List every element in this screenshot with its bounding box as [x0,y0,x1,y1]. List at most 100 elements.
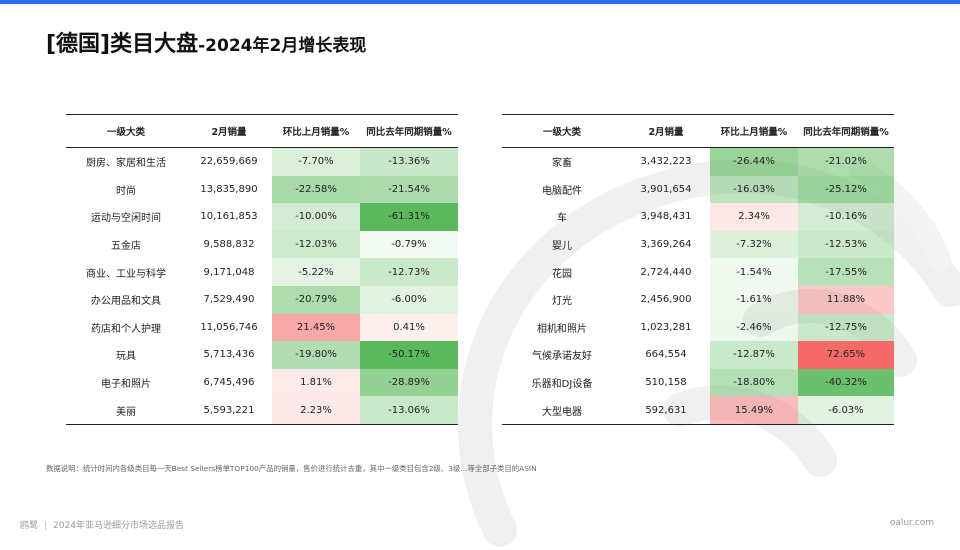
sales-cell: 7,529,490 [203,294,255,306]
yoy-cell: -6.00% [360,285,458,314]
header-sales: 2月销量 [622,114,710,148]
yoy-cell: -50.17% [360,341,458,369]
yoy-cell: -0.79% [360,230,458,259]
yoy-cell: -61.31% [360,203,458,231]
sales-cell: 13,835,890 [200,183,258,195]
table-row: 美丽 5,593,221 2.23% -13.06% [66,396,458,425]
sales-cell: 2,724,440 [640,266,692,278]
yoy-cell: -12.75% [798,313,894,342]
table-row: 办公用品和文具 7,529,490 -20.79% -6.00% [66,285,458,314]
category-cell: 办公用品和文具 [91,296,161,308]
mom-cell: -22.58% [272,175,360,204]
yoy-cell: -28.89% [360,368,458,397]
mom-cell: 2.23% [272,396,360,425]
page-title: [德国]类目大盘-2024年2月增长表现 [46,26,366,58]
footer-left: 鸥鹭 | 2024年亚马逊细分市场选品报告 [20,518,184,531]
yoy-cell: -13.36% [360,147,458,176]
category-cell: 相机和照片 [537,323,587,335]
table-row: 运动与空闲时间 10,161,853 -10.00% -61.31% [66,203,458,231]
category-cell: 婴儿 [552,241,572,253]
yoy-cell: -6.03% [798,396,894,425]
category-cell: 电子和照片 [101,379,151,391]
table-row: 电脑配件 3,901,654 -16.03% -25.12% [502,175,894,204]
table-row: 相机和照片 1,023,281 -2.46% -12.75% [502,313,894,342]
table-left: 一级大类 2月销量 环比上月销量% 同比去年同期销量% 厨房、家居和生活 22,6… [66,114,458,425]
table-row: 药店和个人护理 11,056,746 21.45% 0.41% [66,313,458,342]
yoy-cell: 0.41% [360,313,458,342]
title-sub: -2024年2月增长表现 [198,36,367,56]
category-cell: 大型电器 [502,396,622,425]
mom-cell: -18.80% [710,368,798,397]
category-cell: 商业、工业与科学 [86,268,166,280]
table-row: 乐器和DJ设备 510,158 -18.80% -40.32% [502,368,894,397]
table-row: 商业、工业与科学 9,171,048 -5.22% -12.73% [66,258,458,286]
mom-cell: -5.22% [272,258,360,286]
table-row: 家畜 3,432,223 -26.44% -21.02% [502,147,894,176]
yoy-cell: -17.55% [798,258,894,286]
sales-cell: 9,588,832 [203,239,255,251]
table-body: 厨房、家居和生活 22,659,669 -7.70% -13.36% 时尚 13,835,… [66,147,458,425]
mom-cell: -12.03% [272,230,360,259]
sales-cell: 664,554 [645,349,687,361]
mom-cell: -12.87% [710,341,798,369]
category-cell: 乐器和DJ设备 [531,379,593,391]
table-header-row: 一级大类 2月销量 环比上月销量% 同比去年同期销量% [502,114,894,148]
mom-cell: -26.44% [710,147,798,176]
sales-cell: 3,369,264 [640,239,692,251]
sales-cell: 2,456,900 [640,294,692,306]
table-row: 大型电器 592,631 15.49% -6.03% [502,396,894,425]
footer-report-name: 2024年亚马逊细分市场选品报告 [53,521,184,531]
table-row: 厨房、家居和生活 22,659,669 -7.70% -13.36% [66,147,458,176]
sales-cell: 592,631 [622,396,710,425]
table-header-row: 一级大类 2月销量 环比上月销量% 同比去年同期销量% [66,114,458,148]
footer-brand: 鸥鹭 [20,521,39,531]
title-main: [德国]类目大盘 [46,32,199,57]
header-sales: 2月销量 [186,114,272,148]
data-note: 数据说明：统计时间内各级类目每一天Best Sellers榜单TOP100产品的… [46,464,537,473]
header-yoy: 同比去年同期销量% [360,114,458,148]
header-category: 一级大类 [66,114,186,148]
sales-cell: 510,158 [645,377,687,389]
sales-cell: 3,432,223 [640,156,692,168]
table-body: 家畜 3,432,223 -26.44% -21.02% 电脑配件 3,901,654 -1… [502,147,894,425]
sales-cell: 22,659,669 [200,156,258,168]
yoy-cell: -21.02% [798,147,894,176]
mom-cell: -7.70% [272,147,360,176]
mom-cell: -20.79% [272,285,360,314]
table-row: 婴儿 3,369,264 -7.32% -12.53% [502,230,894,259]
yoy-cell: -10.16% [798,203,894,231]
table-row: 花园 2,724,440 -1.54% -17.55% [502,258,894,286]
category-cell: 电脑配件 [542,185,582,197]
footer-divider: | [44,521,48,531]
category-cell: 玩具 [116,351,136,363]
category-cell: 药店和个人护理 [91,323,161,335]
yoy-cell: -12.73% [360,258,458,286]
sales-cell: 3,901,654 [640,183,692,195]
mom-cell: -1.54% [710,258,798,286]
yoy-cell: -25.12% [798,175,894,204]
header-category: 一级大类 [502,114,622,148]
sales-cell: 6,745,496 [203,377,255,389]
mom-cell: -1.61% [710,285,798,314]
sales-cell: 5,593,221 [186,396,272,425]
yoy-cell: 72.65% [798,341,894,369]
yoy-cell: -13.06% [360,396,458,425]
mom-cell: 2.34% [710,203,798,231]
sales-cell: 11,056,746 [200,321,258,333]
mom-cell: 21.45% [272,313,360,342]
mom-cell: 15.49% [710,396,798,425]
mom-cell: -19.80% [272,341,360,369]
table-row: 时尚 13,835,890 -22.58% -21.54% [66,175,458,204]
category-cell: 灯光 [552,296,572,308]
category-cell: 时尚 [116,185,136,197]
mom-cell: -16.03% [710,175,798,204]
footer-site: oalur.com [889,518,934,528]
sales-cell: 1,023,281 [640,321,692,333]
category-cell: 运动与空闲时间 [91,213,161,225]
header-mom: 环比上月销量% [272,114,360,148]
table-row: 五金店 9,588,832 -12.03% -0.79% [66,230,458,259]
category-cell: 美丽 [66,396,186,425]
top-accent-bar [0,0,960,4]
category-cell: 花园 [552,268,572,280]
sales-cell: 10,161,853 [200,211,258,223]
